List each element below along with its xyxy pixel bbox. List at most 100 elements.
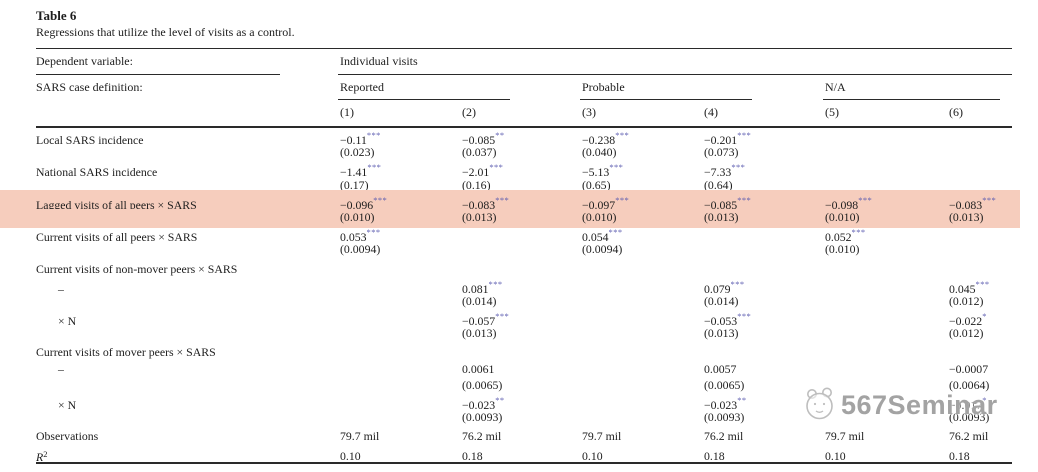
coefficient-cell: (0.023): [340, 145, 375, 160]
coefficient-cell: (0.014): [462, 293, 497, 308]
table-row: (0.023) (0.037) (0.040) (0.073): [36, 144, 1012, 160]
table-row: (0.17) (0.16) (0.65) (0.64): [36, 177, 1012, 193]
case-definition-label: SARS case definition:: [36, 80, 143, 94]
significance-stars: ***: [608, 227, 623, 238]
table-row: × N −0.023** −0.023** −0.017*: [36, 393, 1012, 412]
dependent-variable-cell: Dependent variable:: [36, 49, 338, 75]
coefficient-cell: (0.073): [704, 145, 739, 160]
significance-stars: ***: [489, 162, 504, 173]
table-row: Current visits of all peers × SARS 0.053*…: [36, 225, 1012, 244]
column-number: (1): [340, 105, 354, 119]
column-number: (5): [825, 105, 839, 119]
row-label: Local SARS incidence: [36, 132, 144, 147]
sars-group-reported-label: Reported: [338, 75, 510, 100]
coefficient-cell: −0.022*: [949, 311, 987, 328]
column-number: (2): [462, 105, 476, 119]
row-label: R2: [36, 448, 48, 464]
significance-stars: *: [982, 311, 987, 322]
coefficient-cell: (0.010): [582, 209, 617, 224]
coefficient-cell: (0.013): [462, 326, 497, 341]
coefficient-cell: 79.7 mil: [582, 429, 622, 444]
coefficient-cell: (0.16): [462, 177, 491, 192]
coefficient-cell: −0.017*: [949, 395, 987, 412]
significance-stars: ***: [366, 130, 381, 140]
table-rule-top: [36, 48, 1012, 49]
row-label: Lagged visits of all peers × SARS: [36, 197, 197, 212]
coefficient-cell: 0.10: [582, 449, 603, 464]
coefficient-cell: −0.0007: [949, 361, 989, 376]
table-row: × N −0.057*** −0.053*** −0.022*: [36, 309, 1012, 328]
coefficient-cell: (0.010): [340, 209, 375, 224]
coefficient-cell: −0.053***: [704, 311, 752, 328]
row-label: Current visits of non-mover peers × SARS: [36, 261, 238, 276]
table-row: (0.0094) (0.0094) (0.010): [36, 241, 1012, 257]
table-row: (0.0065) (0.0065) (0.0064): [36, 377, 1012, 393]
coefficient-cell: −0.023**: [704, 395, 747, 412]
coefficient-cell: 76.2 mil: [949, 429, 989, 444]
significance-stars: ***: [495, 194, 510, 205]
row-label: –: [58, 281, 64, 296]
coefficient-cell: (0.17): [340, 177, 369, 192]
table-row: R2 0.10 0.18 0.10 0.18 0.10 0.18: [36, 445, 1012, 464]
table-label: Table 6: [36, 8, 77, 23]
coefficient-cell: (0.013): [704, 209, 739, 224]
significance-stars: ***: [366, 227, 381, 238]
header-row-column-numbers: (1) (2) (3) (4) (5) (6): [36, 100, 1012, 126]
coefficient-cell: 0.18: [462, 449, 483, 464]
row-label: –: [58, 361, 64, 376]
header-row-dependent-variable: Dependent variable: Individual visits: [36, 49, 1012, 75]
coefficient-cell: (0.0094): [582, 242, 623, 257]
row-label: Current visits of mover peers × SARS: [36, 345, 216, 360]
significance-stars: *: [982, 395, 987, 405]
sars-group-na-label: N/A: [823, 75, 1000, 100]
table-row: (0.014) (0.014) (0.012): [36, 293, 1012, 309]
table-rule-mid: [36, 126, 1012, 128]
coefficient-cell: (0.013): [949, 209, 984, 224]
coefficient-cell: (0.0065): [462, 377, 503, 392]
row-label: Observations: [36, 429, 99, 444]
significance-stars: ***: [851, 227, 866, 238]
table-row: (0.013) (0.013) (0.012): [36, 325, 1012, 341]
table-row: (0.010) (0.013) (0.010) (0.013) (0.010) (0.01…: [0, 208, 1020, 229]
table-body: Local SARS incidence −0.11*** −0.085** −0.2…: [0, 128, 1020, 464]
coefficient-cell: (0.010): [825, 242, 860, 257]
column-number: (4): [704, 105, 718, 119]
coefficient-cell: −5.13***: [582, 162, 624, 180]
coefficient-cell: 79.7 mil: [340, 429, 380, 444]
sars-group-probable: Probable: [580, 75, 823, 100]
coefficient-cell: 76.2 mil: [462, 429, 502, 444]
coefficient-cell: −0.083***: [462, 194, 510, 212]
coefficient-cell: −0.057***: [462, 311, 510, 328]
column-number-spacer: [36, 100, 338, 126]
coefficient-cell: (0.013): [704, 326, 739, 341]
significance-stars: ***: [495, 311, 510, 322]
coefficient-cell: 0.079***: [704, 278, 745, 296]
header-row-case-definition: SARS case definition: Reported Probable …: [36, 75, 1012, 100]
significance-stars: ***: [731, 162, 746, 173]
row-label: Current visits of all peers × SARS: [36, 230, 198, 245]
coefficient-cell: −0.083***: [949, 194, 997, 212]
coefficient-cell: (0.040): [582, 145, 617, 160]
coefficient-cell: −0.096***: [340, 194, 388, 212]
coefficient-cell: −0.023**: [462, 395, 505, 412]
coefficient-cell: −2.01***: [462, 162, 504, 180]
coefficient-cell: (0.65): [582, 177, 611, 192]
coefficient-cell: 0.18: [949, 449, 970, 464]
sars-group-na: N/A: [823, 75, 1012, 100]
coefficient-cell: −0.238***: [582, 130, 630, 147]
significance-stars: ***: [975, 278, 990, 289]
coefficient-cell: (0.012): [949, 326, 984, 341]
coefficient-cell: (0.0094): [340, 242, 381, 257]
row-label: × N: [58, 397, 77, 412]
coefficient-cell: −0.11***: [340, 130, 381, 147]
significance-stars: ***: [615, 194, 630, 205]
significance-stars: ***: [737, 194, 752, 205]
sars-group-reported: Reported: [338, 75, 580, 100]
coefficient-cell: 76.2 mil: [704, 429, 744, 444]
coefficient-cell: −0.097***: [582, 194, 630, 212]
significance-stars: ***: [373, 194, 388, 205]
table-row: Lagged visits of all peers × SARS −0.096*…: [0, 189, 1020, 212]
significance-stars: ***: [737, 311, 752, 322]
coefficient-cell: −0.201***: [704, 130, 752, 147]
